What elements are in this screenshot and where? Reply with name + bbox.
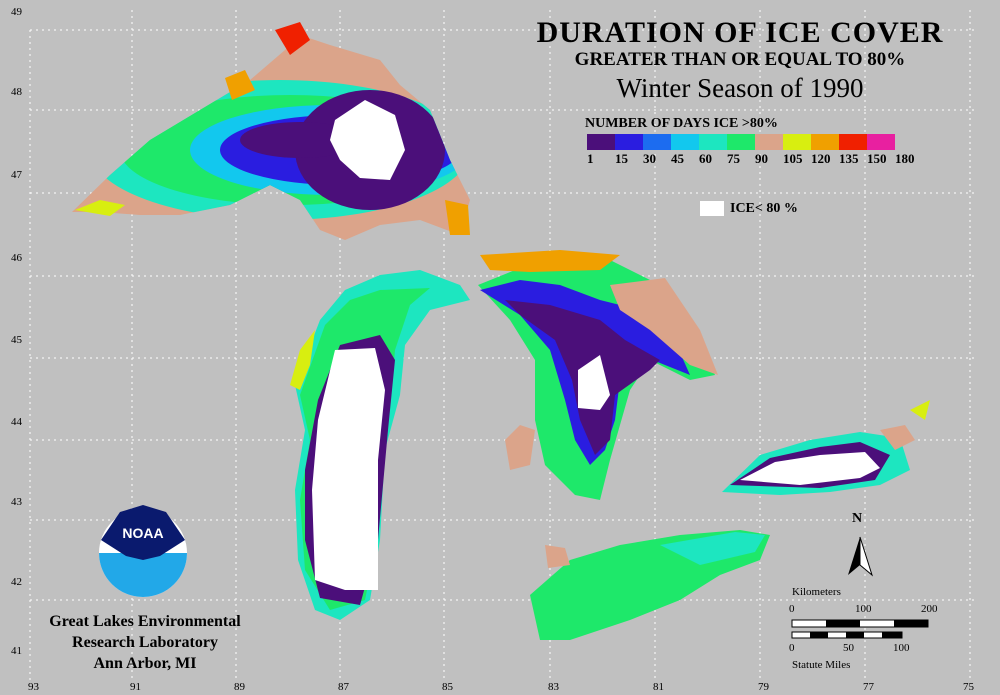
lat-label-49: 49: [11, 6, 22, 18]
lake-erie: [530, 530, 770, 640]
lat-label-47: 47: [11, 169, 22, 181]
km-scale-label: Kilometers: [792, 586, 841, 598]
season-label: Winter Season of 1990: [616, 73, 864, 103]
lon-label-85: 85: [442, 681, 453, 693]
credit-line-1: Great Lakes Environmental: [49, 613, 241, 630]
legend-swatch-9: [839, 134, 867, 150]
lat-label-46: 46: [11, 252, 22, 264]
lake-michigan: [290, 270, 470, 620]
legend-tick-135: 135: [839, 151, 859, 166]
km-tick-200: 200: [921, 603, 938, 615]
north-label: N: [852, 511, 863, 526]
legend-swatch-8: [811, 134, 839, 150]
legend-color-bar: [587, 134, 895, 150]
credit-line-2: Research Laboratory: [72, 634, 218, 651]
legend-tick-30: 30: [643, 151, 656, 166]
lon-label-87: 87: [338, 681, 349, 693]
ice-below-80-label: ICE< 80 %: [730, 201, 798, 216]
lat-label-43: 43: [11, 496, 22, 508]
map-title: DURATION OF ICE COVER: [536, 16, 944, 49]
legend-tick-75: 75: [727, 151, 740, 166]
lat-label-41: 41: [11, 645, 22, 657]
lon-label-77: 77: [863, 681, 874, 693]
legend-swatch-0: [587, 134, 615, 150]
legend-swatch-3: [671, 134, 699, 150]
scale-bars: [791, 619, 929, 639]
lon-label-91: 91: [130, 681, 141, 693]
credit-block: Great Lakes Environmental Research Labor…: [20, 611, 270, 674]
legend-tick-15: 15: [615, 151, 628, 166]
lon-label-89: 89: [234, 681, 245, 693]
credit-line-3: Ann Arbor, MI: [93, 655, 197, 672]
legend-title: NUMBER OF DAYS ICE >80%: [585, 116, 778, 131]
lake-huron: [478, 250, 718, 500]
legend-swatch-7: [783, 134, 811, 150]
legend-swatch-1: [615, 134, 643, 150]
km-tick-100: 100: [855, 603, 872, 615]
north-arrow-icon: [848, 536, 873, 577]
legend-swatch-5: [727, 134, 755, 150]
ice-below-80-swatch: [700, 201, 724, 216]
legend-tick-120: 120: [811, 151, 831, 166]
lat-label-45: 45: [11, 334, 22, 346]
lat-label-42: 42: [11, 576, 22, 588]
legend-swatch-2: [643, 134, 671, 150]
map-subtitle: GREATER THAN OR EQUAL TO 80%: [574, 49, 906, 70]
legend-tick-45: 45: [671, 151, 684, 166]
legend-tick-150: 150: [867, 151, 887, 166]
legend-swatch-4: [699, 134, 727, 150]
legend-swatch-6: [755, 134, 783, 150]
legend-swatch-10: [867, 134, 895, 150]
lon-label-81: 81: [653, 681, 664, 693]
lon-label-93: 93: [28, 681, 39, 693]
noaa-logo: NOAA: [99, 505, 187, 597]
legend-tick-1: 1: [587, 151, 594, 166]
lat-label-48: 48: [11, 86, 22, 98]
legend-tick-labels: 1 15 30 45 60 75 90 105 120 135 150 180: [578, 151, 938, 167]
legend-tick-180: 180: [895, 151, 915, 166]
mi-tick-0: 0: [789, 642, 795, 654]
lat-label-44: 44: [11, 416, 22, 428]
mi-tick-100: 100: [893, 642, 910, 654]
mi-scale-label: Statute Miles: [792, 659, 851, 671]
legend-tick-105: 105: [783, 151, 803, 166]
km-tick-0: 0: [789, 603, 795, 615]
lon-label-75: 75: [963, 681, 974, 693]
lon-label-83: 83: [548, 681, 559, 693]
legend-tick-60: 60: [699, 151, 712, 166]
lake-ontario: [722, 400, 930, 495]
legend-tick-90: 90: [755, 151, 768, 166]
lon-label-79: 79: [758, 681, 769, 693]
noaa-logo-text: NOAA: [122, 525, 163, 541]
mi-tick-50: 50: [843, 642, 854, 654]
